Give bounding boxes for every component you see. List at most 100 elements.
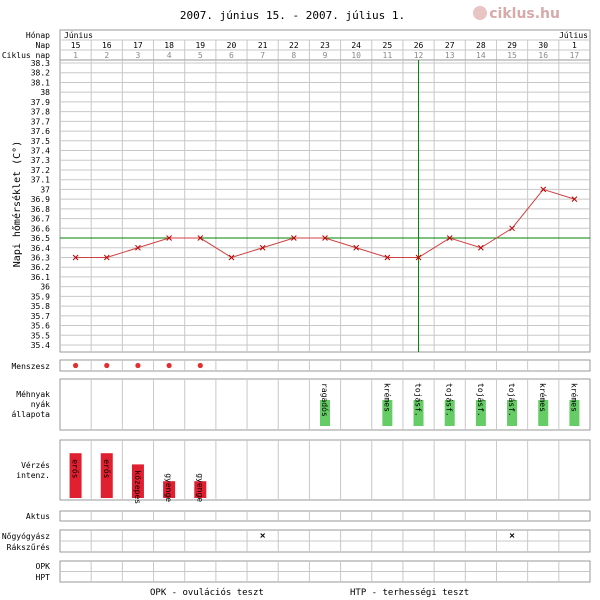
mucus-label: tojásf. [414, 383, 423, 417]
row-label-intercourse: Aktus [26, 512, 50, 521]
mucus-label: ragadós [320, 383, 330, 417]
y-tick-label: 38 [40, 88, 50, 97]
y-tick-label: 35.5 [31, 331, 50, 340]
y-tick-label: 37.9 [31, 98, 50, 107]
mucus-bar [538, 400, 549, 426]
day-label: 22 [289, 41, 299, 50]
cycle-day-label: 16 [538, 51, 548, 60]
y-tick-label: 37.1 [31, 176, 50, 185]
row-label-cycle-day: Ciklus nap [2, 51, 50, 60]
mucus-bar [507, 400, 518, 426]
row-label-cervical: nyák [31, 400, 50, 409]
y-tick-label: 38.3 [31, 59, 50, 68]
temperature-point [166, 235, 172, 241]
temperature-point [290, 235, 297, 241]
day-label: 21 [258, 41, 268, 50]
gyno-visit-mark [260, 533, 266, 538]
mucus-label: tojásf. [476, 383, 485, 417]
cycle-day-label: 5 [198, 51, 203, 60]
day-label: 24 [351, 41, 361, 50]
y-tick-label: 37.7 [31, 117, 50, 126]
row-label-gyno: Nőgyógyász [2, 531, 50, 541]
bleeding-bar [163, 481, 176, 498]
mucus-label: tojásf. [507, 383, 516, 417]
row-label-hpt: HPT [36, 573, 51, 582]
mucus-label: krémes [569, 383, 579, 412]
row-label-day: Nap [36, 41, 51, 50]
bleeding-bar [100, 453, 113, 498]
temperature-point [540, 186, 547, 193]
bleeding-bar [69, 453, 82, 498]
site-logo: ciklus.hu [473, 6, 560, 22]
cycle-day-label: 15 [507, 51, 517, 60]
y-tick-label: 37.5 [31, 137, 50, 146]
cycle-day-label: 12 [414, 51, 424, 60]
day-label: 29 [507, 41, 517, 50]
cycle-day-label: 8 [291, 51, 296, 60]
cycle-day-label: 6 [229, 51, 234, 60]
bleeding-label: közepes [133, 470, 142, 504]
day-label: 23 [320, 41, 330, 50]
cycle-day-label: 4 [167, 51, 172, 60]
footer-htp-legend: HTP - terhességi teszt [350, 588, 470, 598]
temperature-point [72, 254, 79, 261]
month-label: Július [559, 31, 588, 40]
temperature-point [135, 244, 141, 251]
y-tick-label: 37 [40, 185, 50, 194]
bleeding-label: gyenge [164, 473, 173, 502]
footer-opk-legend: OPK - ovulációs teszt [150, 588, 264, 598]
cycle-day-label: 7 [260, 51, 265, 60]
cycle-day-label: 9 [323, 51, 328, 60]
y-tick-label: 38.2 [31, 69, 50, 78]
mucus-label: krémes [538, 383, 548, 412]
y-tick-label: 36.6 [31, 224, 50, 233]
y-tick-label: 35.4 [31, 341, 50, 350]
mucus-bar [475, 400, 486, 426]
day-label: 17 [133, 41, 143, 50]
mucus-label: krémes [382, 383, 392, 412]
y-tick-label: 36.5 [31, 234, 50, 243]
row-label-bleeding: Vérzés [21, 460, 50, 470]
day-label: 16 [102, 41, 112, 50]
mucus-bar [569, 400, 580, 426]
y-axis-label: Napi hőmérséklet (C°) [11, 141, 23, 267]
logo-text: ciklus.hu [489, 6, 560, 22]
menstruation-dot [197, 362, 203, 369]
temperature-point [228, 254, 235, 261]
menstruation-dot [72, 362, 79, 369]
cycle-day-label: 2 [104, 51, 109, 60]
logo-icon [473, 6, 488, 20]
mucus-bar [413, 400, 424, 426]
temperature-point [571, 196, 578, 202]
bleeding-label: erős [102, 459, 111, 478]
y-tick-label: 37.2 [31, 166, 50, 175]
y-tick-label: 35.6 [31, 322, 50, 331]
intercourse-row [59, 510, 591, 522]
temperature-point [478, 244, 484, 251]
day-label: 20 [227, 41, 237, 50]
day-label: 18 [164, 41, 174, 50]
plot-frame [59, 59, 591, 353]
day-label: 28 [476, 41, 486, 50]
cycle-day-label: 11 [383, 51, 393, 60]
day-label: 27 [445, 41, 455, 50]
temperature-point [509, 225, 515, 232]
bleeding-bar [131, 464, 144, 498]
bleeding-label: erős [71, 459, 80, 478]
y-tick-label: 35.9 [31, 292, 50, 301]
cycle-day-label: 10 [351, 51, 361, 60]
y-tick-label: 37.4 [31, 147, 50, 156]
y-tick-label: 35.7 [31, 312, 50, 321]
temperature-point [322, 235, 328, 241]
y-tick-label: 38.1 [31, 78, 50, 87]
temperature-point [259, 244, 266, 251]
cycle-day-label: 14 [476, 51, 486, 60]
page-title: 2007. június 15. - 2007. július 1. [179, 9, 406, 22]
y-tick-label: 36.9 [31, 195, 50, 204]
temperature-point [384, 254, 391, 261]
menstruation-dot [135, 362, 141, 369]
day-label: 26 [414, 41, 424, 50]
mucus-bar [320, 400, 330, 426]
y-tick-label: 36.7 [31, 215, 50, 224]
